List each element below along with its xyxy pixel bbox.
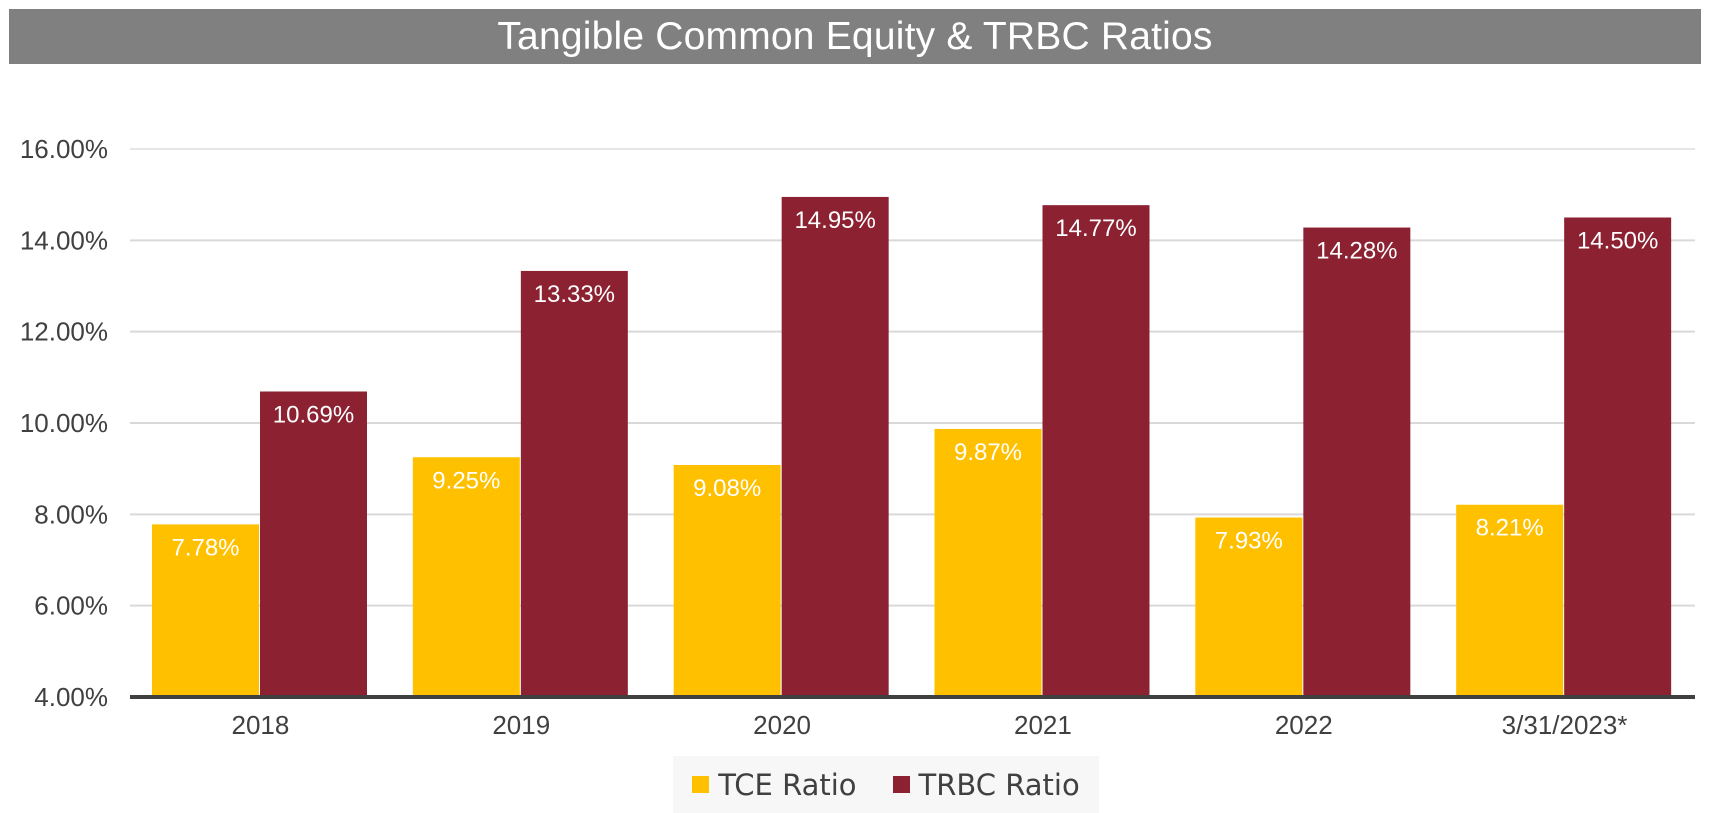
bar-trbc bbox=[520, 270, 628, 697]
legend-label-tce: TCE Ratio bbox=[718, 767, 857, 802]
data-label-trbc: 10.69% bbox=[273, 401, 354, 428]
data-label-tce: 9.08% bbox=[693, 475, 761, 502]
y-tick-label: 4.00% bbox=[34, 682, 108, 712]
data-label-tce: 9.87% bbox=[954, 439, 1022, 466]
x-tick-label: 2020 bbox=[753, 710, 811, 740]
y-tick-label: 10.00% bbox=[20, 408, 108, 438]
data-label-tce: 7.93% bbox=[1215, 528, 1283, 555]
bar-trbc bbox=[781, 196, 889, 697]
bar-tce bbox=[1195, 517, 1303, 697]
bar-trbc bbox=[1042, 205, 1150, 698]
x-tick-label: 2019 bbox=[492, 710, 550, 740]
data-label-trbc: 14.77% bbox=[1055, 215, 1136, 242]
data-label-trbc: 14.95% bbox=[794, 207, 875, 234]
x-tick-label: 2018 bbox=[231, 710, 289, 740]
legend-swatch-trbc bbox=[892, 776, 910, 793]
x-tick-label: 2021 bbox=[1014, 710, 1072, 740]
bar-tce bbox=[152, 524, 259, 697]
bar-trbc bbox=[1303, 227, 1411, 697]
y-tick-label: 12.00% bbox=[20, 317, 108, 347]
data-label-tce: 7.78% bbox=[171, 534, 239, 561]
bar-tce bbox=[934, 428, 1042, 697]
legend: TCE Ratio TRBC Ratio bbox=[673, 756, 1099, 813]
y-tick-label: 8.00% bbox=[34, 499, 108, 529]
legend-label-trbc: TRBC Ratio bbox=[918, 767, 1080, 802]
data-label-tce: 9.25% bbox=[432, 467, 500, 494]
y-tick-label: 6.00% bbox=[34, 591, 108, 621]
bar-tce bbox=[1456, 504, 1564, 697]
y-tick-label: 16.00% bbox=[20, 134, 108, 164]
x-tick-label: 3/31/2023* bbox=[1502, 710, 1628, 740]
data-label-trbc: 14.28% bbox=[1316, 238, 1397, 265]
data-label-trbc: 13.33% bbox=[534, 281, 615, 308]
legend-item-trbc: TRBC Ratio bbox=[892, 767, 1080, 802]
chart-title: Tangible Common Equity & TRBC Ratios bbox=[9, 9, 1701, 64]
data-label-tce: 8.21% bbox=[1476, 515, 1544, 542]
bar-tce bbox=[412, 457, 520, 697]
bar-trbc bbox=[1564, 217, 1672, 697]
legend-swatch-tce bbox=[692, 776, 710, 793]
bar-tce bbox=[673, 465, 781, 697]
legend-item-tce: TCE Ratio bbox=[692, 767, 857, 802]
x-tick-label: 2022 bbox=[1275, 710, 1333, 740]
data-label-trbc: 14.50% bbox=[1577, 228, 1658, 255]
y-tick-label: 14.00% bbox=[20, 225, 108, 255]
bar-trbc bbox=[260, 391, 367, 697]
